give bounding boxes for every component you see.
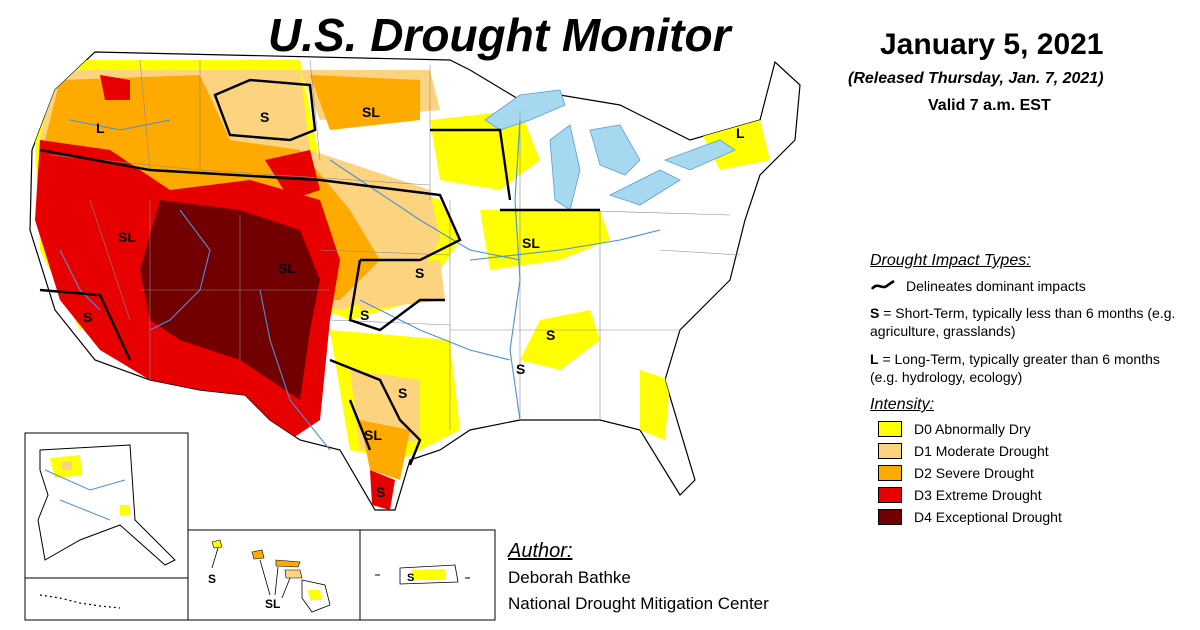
alaska-inset (24, 432, 189, 621)
author-organization: National Drought Mitigation Center (508, 594, 769, 613)
puerto-rico-inset: S (359, 529, 496, 621)
impact-label: SL (278, 260, 296, 276)
intensity-row-d1: D1 Moderate Drought (870, 440, 1190, 462)
intensity-row-d0: D0 Abnormally Dry (870, 418, 1190, 440)
impact-label: SL (364, 427, 382, 443)
impact-label: S (260, 109, 269, 125)
impact-label: SL (118, 229, 136, 245)
intensity-label: D0 Abnormally Dry (914, 421, 1031, 437)
release-date: (Released Thursday, Jan. 7, 2021) (848, 70, 1104, 87)
long-term-key: L (870, 351, 879, 367)
impact-label: S (83, 309, 92, 325)
state-borders (49, 59, 741, 430)
d0-swatch (878, 421, 902, 437)
intensity-label: D2 Severe Drought (914, 465, 1034, 481)
hawaii-s-label: S (208, 572, 216, 586)
impact-boundaries (39, 78, 600, 466)
intensity-row-d3: D3 Extreme Drought (870, 484, 1190, 506)
long-term-text: = Long-Term, typically greater than 6 mo… (870, 351, 1160, 385)
impact-label: S (376, 484, 385, 500)
short-term-text: = Short-Term, typically less than 6 mont… (870, 305, 1176, 339)
legend: Drought Impact Types: Delineates dominan… (870, 252, 1190, 528)
impact-label: SL (362, 104, 380, 120)
d1-swatch (878, 443, 902, 459)
impact-types-heading: Drought Impact Types: (870, 252, 1031, 269)
wave-line-icon (870, 279, 895, 290)
drought-map: L S SL SL SL S S SL S S S SL S L S S (24, 51, 801, 621)
hawaii-sl-label: SL (265, 597, 280, 611)
intensity-label: D3 Extreme Drought (914, 487, 1042, 503)
author-heading: Author: (508, 540, 573, 562)
d2-swatch (878, 465, 902, 481)
intensity-label: D1 Moderate Drought (914, 443, 1049, 459)
intensity-list: D0 Abnormally Dry D1 Moderate Drought D2… (870, 418, 1190, 528)
impact-label: L (96, 120, 105, 136)
great-lakes (484, 89, 736, 211)
drought-areas (35, 60, 770, 510)
impact-label: S (415, 265, 424, 281)
intensity-heading: Intensity: (870, 396, 935, 413)
short-term-key: S (870, 305, 880, 321)
rivers (59, 119, 661, 451)
delineation-legend: Delineates dominant impacts (870, 278, 1190, 294)
long-term-legend: L = Long-Term, typically greater than 6 … (870, 350, 1190, 386)
impact-label: L (736, 125, 745, 141)
delineation-text: Delineates dominant impacts (906, 278, 1086, 294)
hawaii-inset: S SL (187, 529, 361, 621)
d4-areas (140, 200, 320, 400)
impact-label: S (516, 361, 525, 377)
impact-labels: L S SL SL SL S S SL S S S SL S L S (83, 104, 745, 500)
impact-label: S (360, 307, 369, 323)
d3-swatch (878, 487, 902, 503)
author-name: Deborah Bathke (508, 568, 631, 587)
short-term-legend: S = Short-Term, typically less than 6 mo… (870, 304, 1190, 340)
puerto-rico-s-label: S (407, 572, 414, 584)
intensity-label: D4 Exceptional Drought (914, 509, 1062, 525)
map-title: U.S. Drought Monitor (268, 9, 731, 61)
impact-label: S (546, 327, 555, 343)
intensity-row-d2: D2 Severe Drought (870, 462, 1190, 484)
valid-time: Valid 7 a.m. EST (928, 97, 1051, 114)
impact-label: S (398, 385, 407, 401)
map-date: January 5, 2021 (880, 28, 1104, 61)
intensity-row-d4: D4 Exceptional Drought (870, 506, 1190, 528)
d4-swatch (878, 509, 902, 525)
impact-label: SL (522, 235, 540, 251)
